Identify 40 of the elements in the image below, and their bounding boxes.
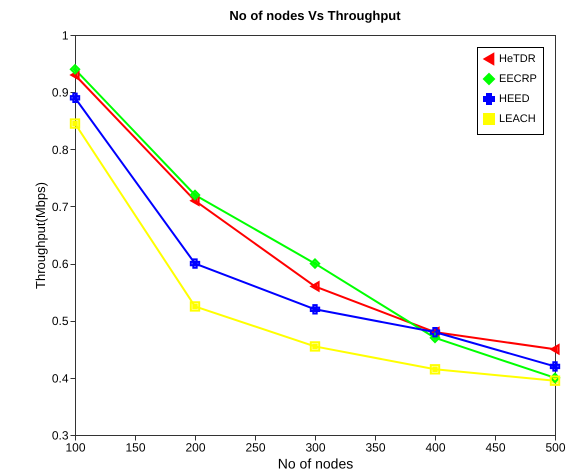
y-tick-label: 1 [62, 28, 69, 42]
legend-label: HeTDR [499, 53, 536, 65]
x-tick-label: 300 [305, 440, 326, 454]
point [70, 92, 80, 104]
point [190, 301, 200, 312]
point [430, 332, 440, 344]
x-tick-label: 400 [425, 440, 446, 454]
point [70, 118, 80, 129]
y-tick-label: 0.4 [52, 371, 69, 386]
legend-label: LEACH [499, 113, 536, 125]
point [190, 190, 200, 200]
point [70, 70, 80, 80]
y-tick-label: 0.8 [52, 142, 69, 157]
y-tick-label: 0.3 [52, 428, 69, 442]
y-tick-label: 0.9 [52, 86, 69, 100]
point [430, 364, 440, 374]
point [310, 341, 320, 352]
point [310, 281, 320, 292]
x-tick-label: 450 [485, 440, 506, 454]
legend-label: EECRP [499, 73, 537, 85]
x-tick-label: 500 [545, 440, 566, 454]
y-axis-title: Throughput(Mbps) [32, 182, 48, 289]
point [70, 64, 80, 74]
point [190, 196, 200, 206]
legend-label: HEED [499, 93, 530, 105]
chart-title: No of nodes Vs Throughput [229, 8, 402, 23]
y-tick-label: 0.7 [52, 200, 69, 214]
point [310, 304, 320, 314]
point [550, 344, 560, 354]
point [310, 258, 320, 269]
y-tick-label: 0.6 [52, 257, 69, 272]
x-tick-label: 150 [125, 440, 146, 454]
x-tick-label: 200 [185, 440, 206, 454]
y-tick-label: 0.5 [52, 314, 69, 328]
x-tick-label: 350 [365, 440, 386, 454]
point [190, 258, 200, 269]
point [550, 361, 560, 372]
x-tick-label: 250 [245, 440, 266, 454]
x-tick-label: 100 [65, 440, 86, 454]
x-axis-title: No of nodes [278, 456, 354, 472]
